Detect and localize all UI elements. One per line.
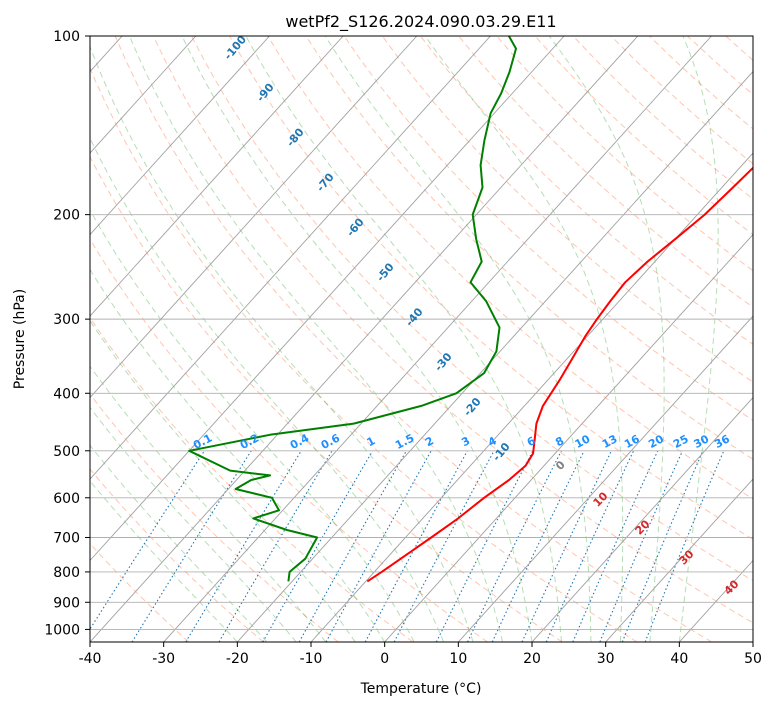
dry-adiabat — [191, 36, 753, 582]
plot-frame — [89, 35, 754, 643]
moist-adiabat — [324, 36, 592, 642]
x-tick-label: 40 — [670, 651, 688, 667]
moist-adiabat — [90, 444, 268, 642]
mixing-ratio-line — [325, 450, 432, 642]
mixing-ratio-label: 30 — [692, 432, 712, 451]
mixing-ratio-line — [364, 450, 468, 642]
mixing-ratio-line — [467, 450, 562, 642]
x-tick-label: -30 — [152, 651, 175, 667]
y-tick-label: 500 — [53, 444, 80, 460]
moist-adiabat — [90, 45, 474, 642]
moist-adiabat — [90, 209, 415, 642]
moist-adiabat — [678, 36, 719, 642]
dry-adiabat — [114, 36, 712, 642]
y-tick-label: 600 — [53, 491, 80, 507]
isotherm-line — [384, 233, 753, 642]
dry-adiabat — [267, 36, 753, 500]
moist-adiabat — [90, 268, 386, 642]
axes: -40 -30 -20 -10 0 10 20 30 40 50 100 200 300 400 500 60… — [44, 29, 762, 667]
temperature-profile — [366, 166, 753, 583]
isotherm-line — [605, 478, 753, 642]
isotherm-line — [90, 36, 270, 236]
mixing-ratio-line — [621, 450, 704, 642]
moist-adiabat — [90, 480, 238, 642]
isotherm-line — [90, 36, 197, 154]
x-tick-label: -10 — [300, 651, 323, 667]
moist-adiabat — [129, 36, 503, 642]
y-tick-label: 100 — [53, 29, 80, 45]
dry-adiabat — [90, 238, 488, 642]
isotherm-line — [457, 315, 753, 642]
moist-adiabat — [245, 36, 562, 642]
isotherm-line — [90, 36, 565, 562]
y-tick-label: 300 — [53, 312, 80, 328]
sounding-profiles — [188, 36, 753, 583]
mixing-ratio-line — [572, 450, 659, 642]
isotherm-line — [90, 36, 418, 399]
y-tick-label: 700 — [53, 531, 80, 547]
dry-adiabat — [152, 36, 753, 624]
x-tick-label: 30 — [597, 651, 615, 667]
mixing-ratio-label: 16 — [622, 432, 642, 451]
isotherm-line — [90, 36, 344, 317]
x-tick-label: 20 — [523, 651, 541, 667]
dewpoint-profile — [188, 36, 517, 582]
moist-adiabat — [90, 406, 297, 642]
x-tick-label: -20 — [226, 651, 249, 667]
dry-adiabat — [90, 468, 264, 642]
moist-adiabat — [548, 36, 665, 642]
y-axis-label: Pressure (hPa) — [12, 289, 28, 389]
mixing-ratio-line — [185, 450, 302, 642]
mixing-ratio-label: 20 — [646, 432, 666, 451]
y-tick-label: 800 — [53, 565, 80, 581]
x-axis-label: Temperature (°C) — [360, 681, 482, 697]
mixing-ratio-line — [298, 450, 407, 642]
y-tick-label: 200 — [53, 208, 80, 224]
mixing-ratio-label: 10 — [573, 432, 593, 451]
chart-title: wetPf2_S126.2024.090.03.29.E11 — [285, 12, 556, 32]
x-tick-label: -40 — [79, 651, 102, 667]
x-tick-label: 50 — [744, 651, 762, 667]
isotherm-line — [90, 36, 639, 642]
moist-adiabat — [90, 319, 356, 642]
x-tick-label: 0 — [380, 651, 389, 667]
y-tick-label: 400 — [53, 386, 80, 402]
mixing-ratio-line — [90, 450, 205, 631]
y-tick-label: 900 — [53, 595, 80, 611]
x-tick-label: 10 — [449, 651, 467, 667]
dry-adiabat — [90, 542, 190, 642]
mixing-ratio-label: 25 — [671, 432, 691, 451]
dry-adiabat — [90, 155, 563, 642]
mixing-ratio-label: 13 — [600, 432, 620, 451]
mixing-ratio-line — [435, 450, 534, 642]
background-lines — [90, 36, 753, 642]
isotherm-line — [163, 36, 712, 642]
isotherm-line — [236, 70, 753, 642]
dry-adiabat — [90, 393, 339, 642]
isotherm-line — [310, 152, 753, 642]
isotherm-line — [90, 36, 491, 480]
moist-adiabat — [424, 36, 624, 642]
moist-adiabat — [181, 36, 533, 642]
mixing-ratio-label: 36 — [712, 432, 732, 451]
dry-adiabat — [458, 36, 753, 308]
isotherm-line — [531, 396, 753, 642]
moist-adiabat — [90, 365, 327, 642]
moist-adiabat — [90, 137, 445, 642]
y-tick-label: 1000 — [44, 622, 80, 638]
mixing-ratio-line — [599, 450, 684, 642]
